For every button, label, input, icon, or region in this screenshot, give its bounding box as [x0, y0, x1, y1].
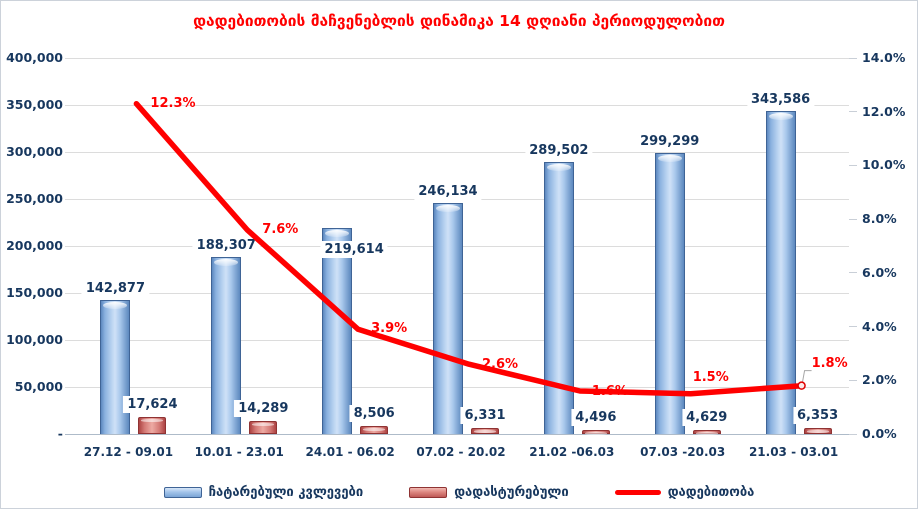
x-axis-category-label: 10.01 - 23.01	[194, 445, 284, 459]
confirmed-bar-cap	[474, 430, 496, 434]
x-axis-category-label: 07.03 -20.03	[640, 445, 726, 459]
secondary-axis-tick	[849, 379, 857, 381]
confirmed-bar	[249, 420, 278, 434]
tests-bar-cap	[546, 163, 571, 171]
confirmed-bar-value-label: 17,624	[123, 396, 182, 414]
secondary-axis-tick	[849, 272, 857, 274]
y-axis-tick-label: 350,000	[6, 97, 63, 112]
confirmed-bar-cap	[252, 422, 275, 426]
tests-bar-cap	[657, 154, 682, 162]
positivity-point-label: 7.6%	[262, 221, 299, 237]
confirmed-bar-cap	[363, 428, 386, 431]
secondary-axis-tick-label: 8.0%	[862, 211, 897, 227]
gridline	[65, 151, 849, 153]
y-axis-tick-label: 150,000	[6, 285, 63, 300]
legend-item-positivity: დადებითობა	[614, 485, 755, 500]
chart-title: დადებითობის მაჩვენებლის დინამიკა 14 დღია…	[193, 12, 725, 30]
tests-bar-value-label: 299,299	[636, 132, 704, 150]
confirmed-bar-cap	[584, 431, 607, 435]
tests-bar-value-label: 343,586	[746, 91, 815, 109]
confirmed-bar-value-label: 6,353	[793, 407, 843, 425]
confirmed-bar	[692, 429, 721, 435]
legend-label-positivity: დადებითობა	[667, 485, 755, 500]
secondary-axis-tick-label: 2.0%	[862, 372, 897, 388]
tests-bar-cap	[214, 258, 239, 266]
y-axis-tick-label: 200,000	[6, 238, 63, 253]
secondary-axis-tick-label: 10.0%	[862, 157, 906, 173]
secondary-axis-tick	[849, 433, 857, 435]
tests-bar-cap	[103, 301, 128, 309]
x-axis-category-label: 21.02 -06.03	[529, 445, 615, 459]
secondary-axis-tick	[849, 326, 857, 328]
confirmed-bar	[138, 417, 167, 434]
confirmed-bar	[360, 426, 389, 434]
positivity-point-label: 3.9%	[371, 321, 408, 337]
secondary-axis-tick	[849, 57, 857, 59]
positivity-point-label: 2.6%	[482, 357, 519, 373]
secondary-axis-tick	[849, 218, 857, 220]
legend-label-confirmed: დადასტურებული	[454, 485, 569, 500]
label-leader-line	[802, 370, 812, 382]
secondary-axis-tick	[849, 164, 857, 166]
tests-bar-cap	[325, 229, 350, 237]
tests-bar-value-label: 188,307	[192, 236, 260, 254]
confirmed-bar	[581, 429, 610, 435]
y-axis-tick-label: 250,000	[6, 191, 63, 206]
gridline	[65, 57, 849, 59]
tests-bar-value-label: 219,614	[320, 240, 388, 258]
legend-item-confirmed: დადასტურებული	[409, 485, 569, 500]
tests-bar	[543, 161, 574, 434]
gridline	[65, 433, 849, 435]
tests-bar-cap	[768, 113, 793, 121]
tests-bar-value-label: 142,877	[81, 279, 150, 297]
tests-bar	[654, 152, 685, 434]
positivity-point-label: 12.3%	[150, 95, 196, 111]
x-axis-category-label: 21.03 - 03.01	[748, 445, 839, 459]
y-axis-tick-label: 100,000	[6, 332, 63, 347]
x-axis-category-label: 24.01 - 06.02	[305, 445, 395, 459]
confirmed-bar-value-label: 4,496	[571, 408, 621, 426]
confirmed-bar-cap	[695, 431, 718, 435]
secondary-axis-tick-label: 6.0%	[862, 264, 897, 280]
confirmed-bar-swatch-icon	[409, 487, 448, 498]
confirmed-bar-value-label: 14,289	[234, 399, 293, 417]
confirmed-bar	[471, 428, 499, 434]
confirmed-bar-cap	[806, 430, 829, 434]
tests-bar	[322, 227, 353, 434]
positivity-point-label: 1.5%	[692, 369, 729, 385]
confirmed-bar-value-label: 6,331	[460, 407, 510, 425]
secondary-axis-tick	[849, 111, 857, 113]
secondary-axis-tick-label: 0.0%	[862, 426, 897, 441]
tests-bar-value-label: 289,502	[525, 141, 593, 159]
confirmed-bar-value-label: 4,629	[682, 408, 732, 426]
secondary-axis-tick-label: 4.0%	[862, 318, 897, 334]
tests-bar-value-label: 246,134	[414, 182, 482, 200]
tests-bar	[433, 202, 463, 434]
y-axis-tick-label: -	[57, 426, 63, 441]
legend-label-tests: ჩატარებული კვლევები	[208, 485, 364, 500]
y-axis-tick-label: 50,000	[14, 379, 63, 394]
legend: ჩატარებული კვლევები დადასტურებული დადები…	[1, 485, 917, 500]
y-axis-tick-label: 400,000	[6, 50, 63, 65]
tests-bar	[765, 111, 796, 434]
y-axis-tick-label: 300,000	[6, 144, 63, 159]
x-axis-category-label: 27.12 - 09.01	[83, 445, 174, 459]
positivity-point-label: 1.8%	[811, 355, 848, 371]
confirmed-bar-cap	[141, 419, 164, 423]
confirmed-bar	[803, 428, 832, 434]
secondary-axis-tick-label: 12.0%	[862, 103, 906, 119]
confirmed-bar-value-label: 8,506	[349, 405, 399, 422]
x-axis-category-label: 07.02 - 20.02	[416, 445, 506, 459]
tests-bar-cap	[436, 204, 460, 212]
positivity-line-swatch-icon	[614, 490, 661, 495]
legend-item-tests: ჩატარებული კვლევები	[163, 485, 364, 500]
tests-bar-swatch-icon	[163, 487, 202, 498]
tests-bar	[100, 299, 131, 434]
secondary-axis-tick-label: 14.0%	[862, 50, 906, 65]
positivity-point-label: 1.6%	[591, 384, 628, 400]
